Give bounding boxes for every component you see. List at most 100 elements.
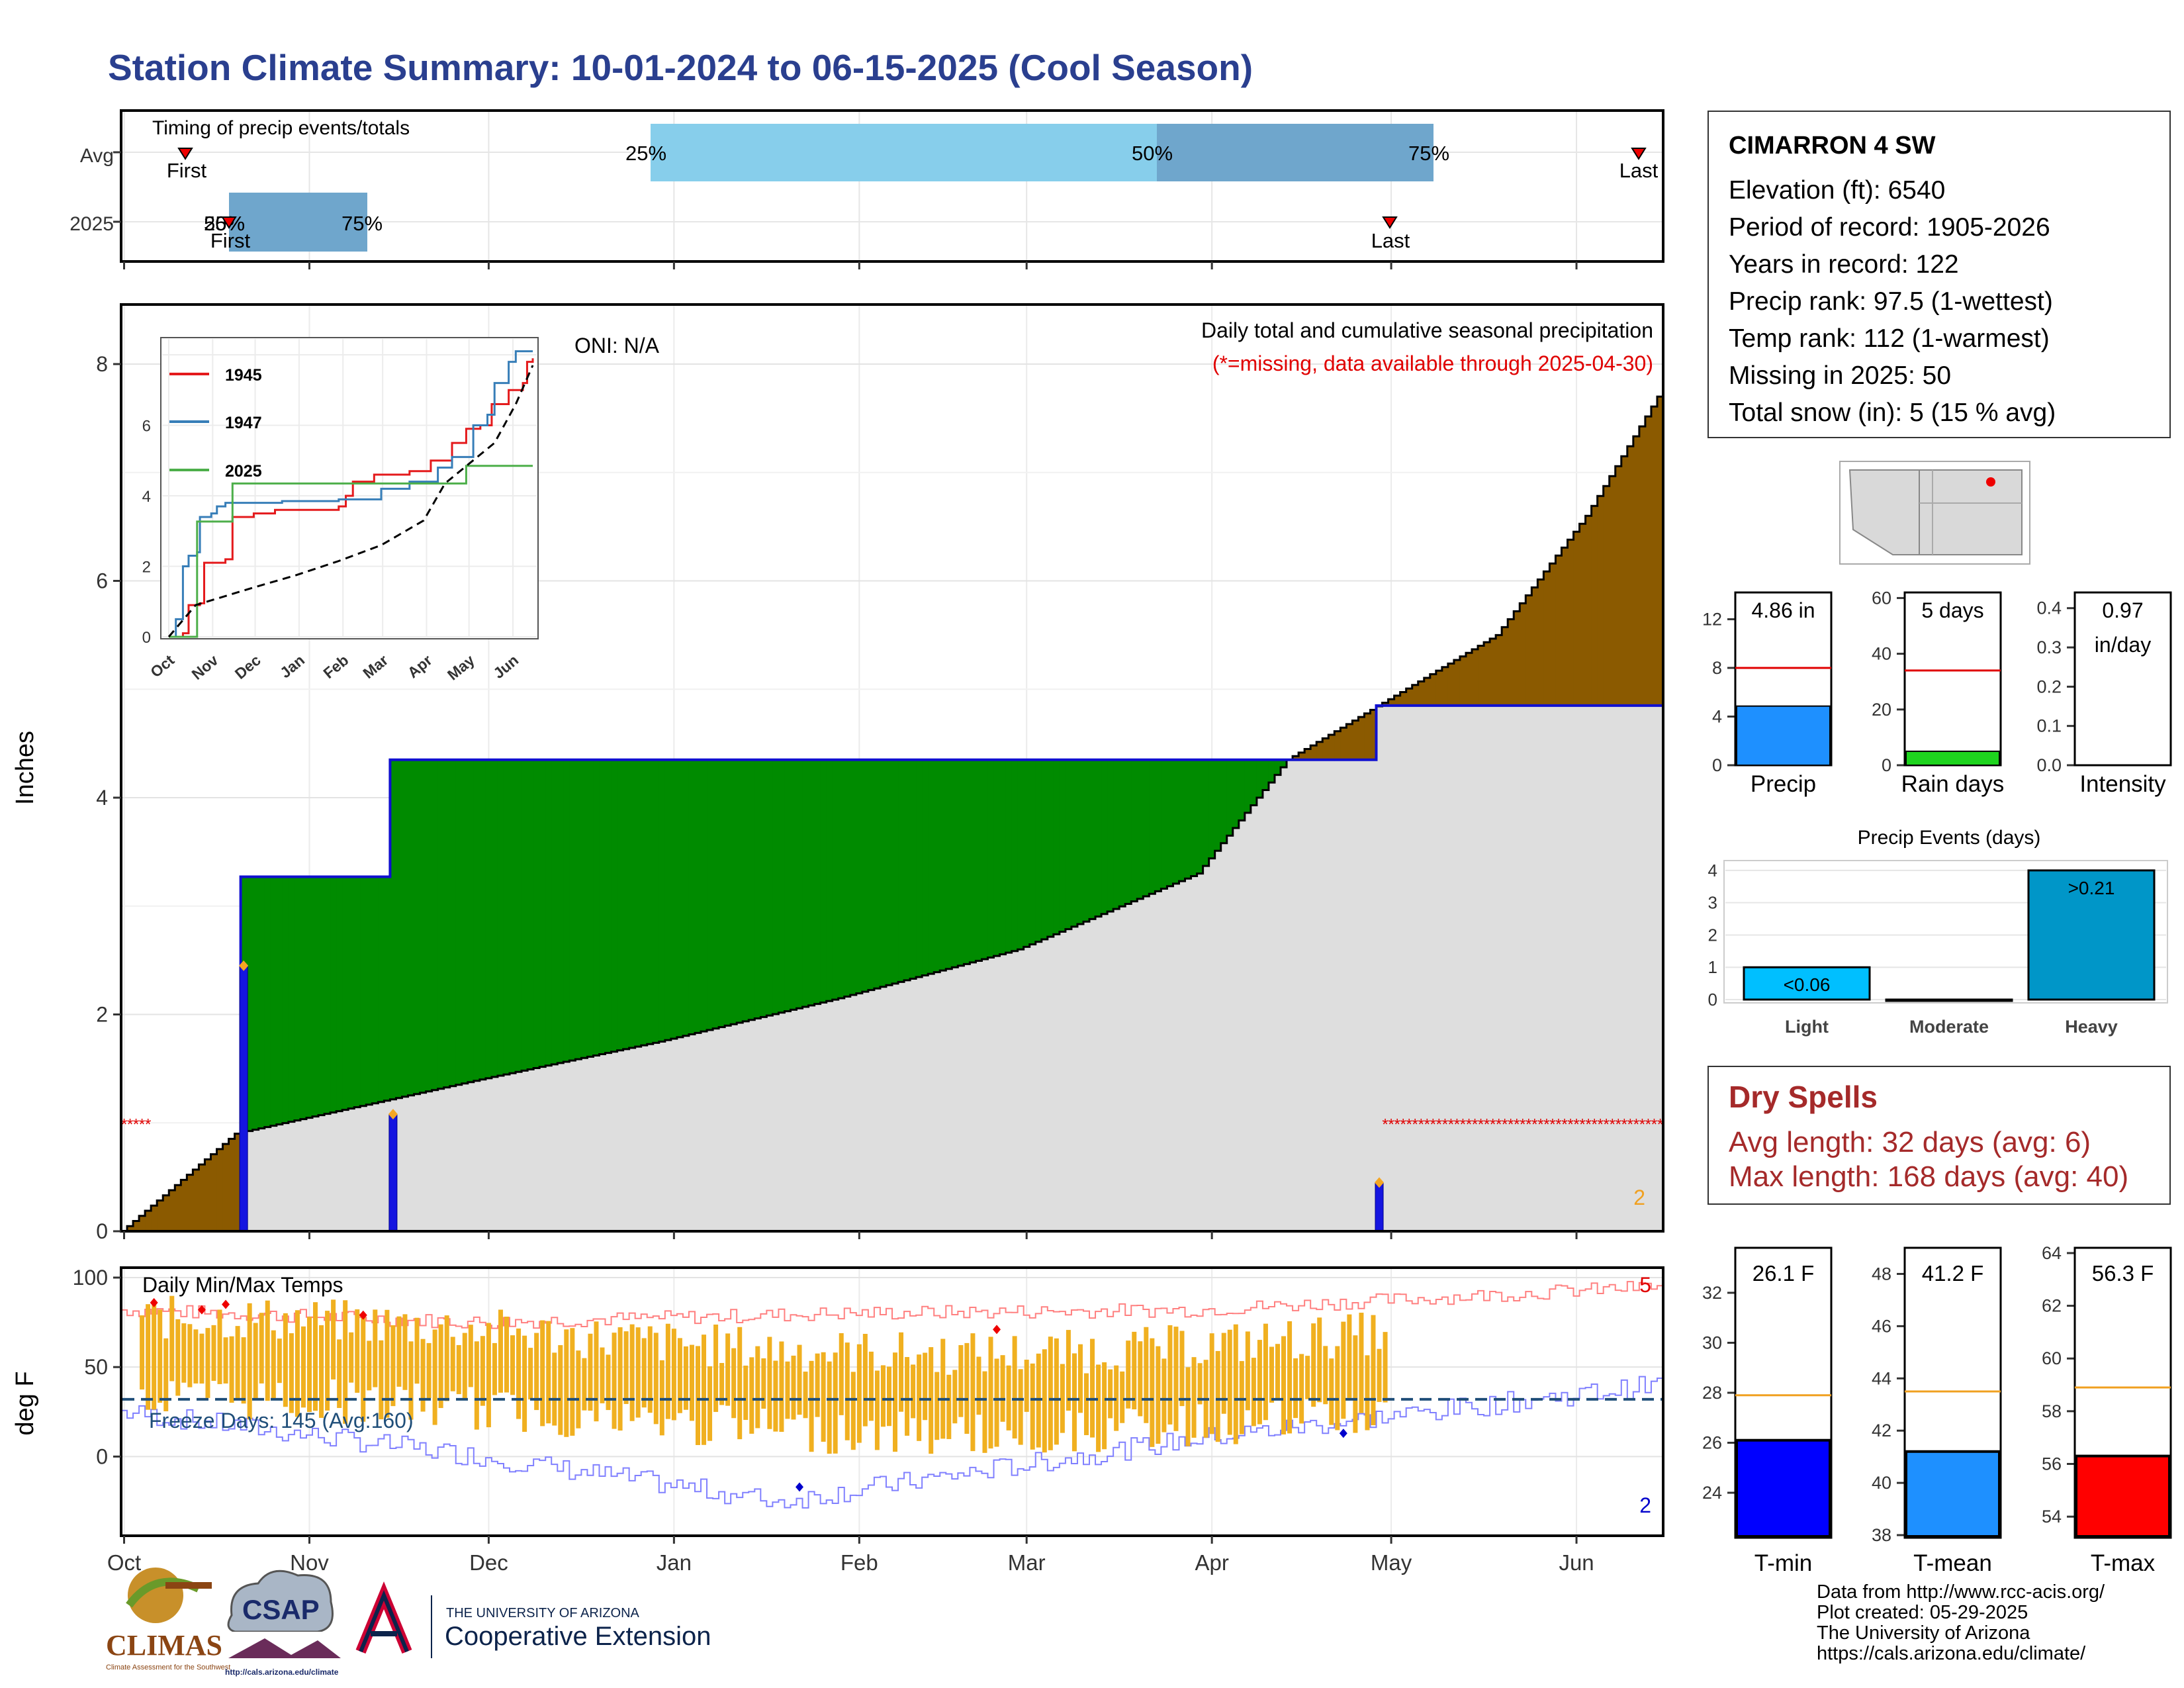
missing-marker: * [1472,1115,1478,1133]
temp-bar [361,1315,366,1422]
tmax-summary-tick-54: 54 [2042,1507,2062,1526]
temp-bar [146,1304,151,1410]
oni-label: ONI: N/A [574,334,660,357]
avg-last-marker [1631,148,1647,160]
missing-marker: * [1585,1115,1591,1133]
temp-bar [707,1366,713,1441]
temp-bar [564,1329,569,1437]
missing-marker: * [1549,1115,1555,1133]
intensity-summary-value: 0.97 [2102,598,2143,622]
y2025-p25: 25% [204,212,245,235]
temp-bar [552,1352,557,1426]
avg-p50: 50% [1132,142,1173,165]
temp-bar [899,1332,904,1412]
temp-bar [1191,1357,1197,1438]
temp-bar [331,1299,336,1380]
temp-bar [241,1337,246,1404]
footer-data-source: Data from http://www.rcc-acis.org/ [1817,1581,2105,1603]
missing-marker: * [1490,1115,1496,1133]
events-cat-heavy: Heavy [2065,1017,2118,1037]
temp-bar [617,1327,623,1431]
temp-bar [414,1317,420,1384]
missing-marker: * [1394,1115,1400,1133]
temp-bar [343,1300,348,1424]
precip-ytick-8: 8 [96,352,108,376]
timing-label: Timing of precip events/totals [152,117,410,139]
missing-marker: * [1543,1115,1549,1133]
temp-bar [856,1344,862,1443]
station-dot [1986,477,1995,487]
temp-bar [468,1325,473,1387]
daily-precip-marker-1 [388,1109,398,1120]
record-low-marker-0 [796,1482,804,1492]
station-elevation: Elevation (ft): 6540 [1729,176,1946,205]
row-label-2025: 2025 [69,213,114,235]
precip-ytick-2: 2 [96,1003,108,1027]
temp-bar [313,1302,318,1411]
temp-bar [492,1342,497,1395]
missing-marker: * [1537,1115,1543,1133]
temp-bar [905,1357,910,1436]
missing-marker: * [1382,1115,1388,1133]
temp-bar [976,1356,981,1415]
temp-bar [223,1337,228,1384]
temp-bar [653,1333,659,1425]
csap-text: CSAP [242,1594,320,1625]
station-years: Years in record: 122 [1729,250,1959,279]
daily-precip-marker-2 [1375,1177,1385,1188]
temp-bar [1120,1371,1125,1423]
temp-bar [803,1372,808,1419]
temp-bar [1347,1314,1352,1398]
temp-bar [444,1315,449,1401]
temp-bar [1221,1333,1226,1414]
y2025-p50: 50% [204,212,245,235]
temp-bar [438,1324,443,1409]
missing-marker: * [1502,1115,1508,1133]
temp-bar [319,1325,324,1418]
temp-bar [917,1354,922,1441]
temp-bar [588,1333,593,1411]
climas-text: CLIMAS [106,1629,222,1662]
temp-bar [844,1342,850,1440]
events-ytick-0: 0 [1708,990,1717,1009]
temp-bar [886,1366,891,1427]
temp-bar [1102,1362,1107,1450]
avg-bar-50-75 [1157,124,1433,181]
temp-bar [791,1355,796,1420]
temp-bar [181,1323,187,1383]
temp-bar [850,1372,856,1450]
observed-cumulative-line [121,704,1663,1233]
tmean-summary-tick-38: 38 [1872,1525,1891,1545]
daily-precip-marker-0 [239,960,249,971]
temp-bar [1227,1329,1232,1435]
missing-marker: * [1604,1115,1610,1133]
events-ytick-1: 1 [1708,957,1717,977]
temp-bar [1233,1324,1238,1444]
temp-bar [450,1336,455,1391]
temp-bar [994,1358,999,1447]
dry-spells-title: Dry Spells [1729,1080,1878,1114]
missing-note: (*=missing, data available through 2025-… [1212,352,1653,375]
precip-ytick-4: 4 [96,786,108,810]
temp-bar [785,1361,790,1419]
events-ytick-4: 4 [1708,861,1717,880]
tmin-summary-tick-26: 26 [1702,1433,1722,1453]
temp-panel: Daily Min/Max Temps Freeze Days: 145 (Av… [11,1266,1664,1575]
missing-marker: * [1621,1115,1627,1133]
csap-logo: CSAP http://cals.arizona.edu/climate [225,1570,344,1677]
csap-url: http://cals.arizona.edu/climate [225,1667,339,1677]
temp-bar [923,1352,928,1421]
temp-bar [880,1365,886,1427]
temp-bar [283,1313,288,1407]
temp-bar [540,1320,545,1427]
tmean-summary-bar [1905,1450,2001,1538]
temp-bar [1197,1363,1203,1405]
inset-line-1947 [169,350,533,638]
temp-bar [731,1348,737,1419]
temp-bar [1167,1325,1173,1425]
intensity-summary-tick-0.1: 0.1 [2036,716,2062,736]
missing-marker: * [1598,1115,1604,1133]
missing-marker: * [1430,1115,1436,1133]
temp-bar [229,1336,234,1403]
